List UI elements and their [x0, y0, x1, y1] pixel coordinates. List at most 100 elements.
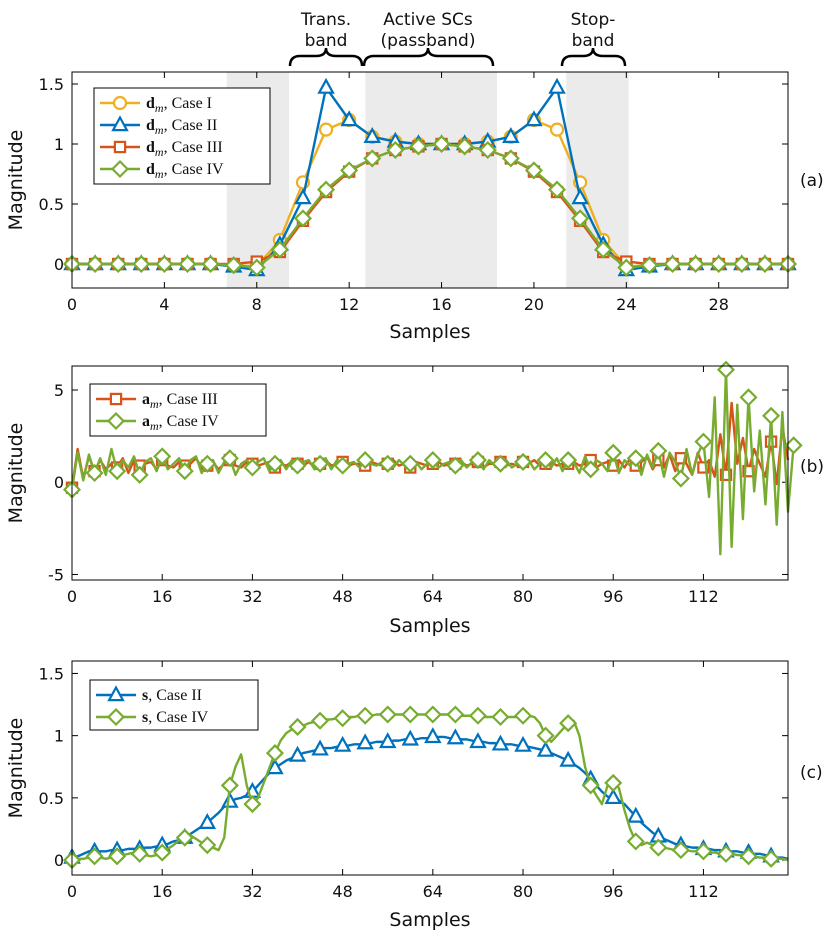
data-point-case3	[674, 452, 688, 465]
data-point-case4	[198, 836, 217, 855]
data-point-case4	[513, 452, 533, 471]
data-point-case4	[153, 447, 172, 466]
y-tick-label: 5	[54, 381, 64, 400]
legend-marker	[113, 140, 127, 154]
data-point-case2	[266, 758, 284, 775]
data-point-case4	[455, 137, 474, 156]
data-point-case4	[333, 456, 352, 475]
x-tick-label: 0	[67, 587, 77, 606]
x-tick-label: 24	[616, 295, 636, 314]
y-tick-label: 0	[54, 851, 64, 870]
panel-c-series	[62, 705, 789, 870]
data-point-case4	[247, 258, 266, 277]
data-point-case4	[270, 240, 289, 259]
data-point-case4	[762, 406, 781, 425]
data-point-case4	[686, 254, 705, 274]
panel-a-shaded-regions	[226, 72, 629, 288]
legend-entry-label: dm, Case IV	[146, 161, 224, 181]
data-point-case2	[198, 812, 217, 829]
data-point-case4	[581, 460, 600, 479]
x-tick-label: 16	[152, 882, 172, 901]
y-tick-label: 1.5	[39, 75, 64, 94]
data-point-case2	[378, 732, 397, 749]
x-tick-label: 48	[332, 587, 352, 606]
data-point-case3	[697, 461, 710, 474]
data-point-case2	[294, 188, 312, 205]
y-tick-label: 0	[54, 255, 64, 274]
data-point-case4	[386, 140, 405, 160]
x-tick-label: 80	[513, 587, 533, 606]
x-tick-label: 4	[159, 295, 169, 314]
data-point-case4	[513, 706, 533, 725]
data-point-case4	[739, 388, 758, 407]
data-point-case1	[549, 122, 565, 137]
panel-c-axes-box	[71, 660, 789, 876]
legend-marker	[106, 411, 126, 431]
data-point-case4	[501, 149, 520, 168]
data-point-case4	[671, 469, 690, 488]
panel-a-xlabel: Samples	[389, 321, 470, 343]
panel-c-ylabel: Magnitude	[5, 718, 27, 819]
panel-b-ticks: 0 16 32 48 64 80 96 112-505	[48, 366, 788, 606]
data-point-case4	[293, 209, 313, 228]
panel-a-ylabel: Magnitude	[5, 130, 27, 231]
y-tick-label: 0.5	[39, 789, 64, 808]
data-point-case4	[423, 705, 442, 724]
data-point-case4	[547, 180, 567, 199]
data-point-case4	[423, 451, 442, 470]
data-point-case2	[548, 77, 566, 94]
data-point-case4	[153, 843, 172, 862]
panel-c-xlabel: Samples	[389, 909, 470, 931]
data-point-case4	[85, 847, 104, 866]
data-point-case4	[432, 134, 451, 154]
data-point-case4	[491, 707, 510, 727]
data-point-case4	[340, 161, 359, 180]
data-point-case4	[739, 847, 758, 866]
panel-a-ticks: 0 4 8 12 16 20 24 28 0 0.5 1 1.5	[39, 72, 788, 314]
x-tick-label: 32	[242, 882, 262, 901]
data-point-case2	[311, 739, 329, 756]
data-point-case4	[224, 256, 243, 275]
data-point-case4	[265, 744, 285, 763]
data-point-case4	[175, 828, 194, 847]
data-point-case2	[356, 733, 374, 750]
x-tick-label: 64	[423, 587, 443, 606]
data-point-case4	[604, 443, 623, 462]
legend-entry-label: am, Case IV	[142, 413, 219, 433]
data-point-case2	[333, 735, 352, 752]
trans-band-brace	[288, 47, 364, 67]
y-tick-label: 1.5	[39, 664, 64, 683]
data-point-case4	[356, 706, 375, 725]
panel-a-axes-box	[71, 71, 789, 289]
legend-marker	[112, 95, 128, 111]
trans-band-label-line1: Trans.	[300, 10, 351, 30]
data-point-case4	[220, 776, 239, 795]
stop-band-label-line2: band	[572, 31, 615, 51]
x-tick-label: 16	[152, 587, 172, 606]
x-tick-label: 64	[423, 882, 443, 901]
active-scs-brace	[362, 47, 495, 67]
data-point-case4	[130, 465, 149, 484]
x-tick-label: 96	[603, 882, 623, 901]
legend-marker	[107, 685, 125, 702]
data-point-case4	[85, 463, 104, 483]
data-point-case2	[424, 727, 442, 744]
data-point-case4	[201, 254, 220, 274]
data-point-case4	[108, 847, 127, 866]
data-point-case4	[108, 462, 127, 481]
data-point-case2	[525, 110, 543, 127]
panel-b-axes-box	[71, 365, 789, 581]
data-point-case2	[536, 740, 555, 757]
panel-b-ylabel: Magnitude	[5, 423, 27, 524]
data-point-case2	[514, 735, 532, 752]
data-point-case4	[536, 726, 555, 745]
data-point-case2	[627, 806, 645, 823]
stop-band-brace	[560, 47, 627, 67]
data-point-case4	[491, 454, 510, 473]
data-point-case4	[446, 456, 465, 475]
x-tick-label: 80	[513, 882, 533, 901]
data-point-case4	[311, 711, 330, 730]
